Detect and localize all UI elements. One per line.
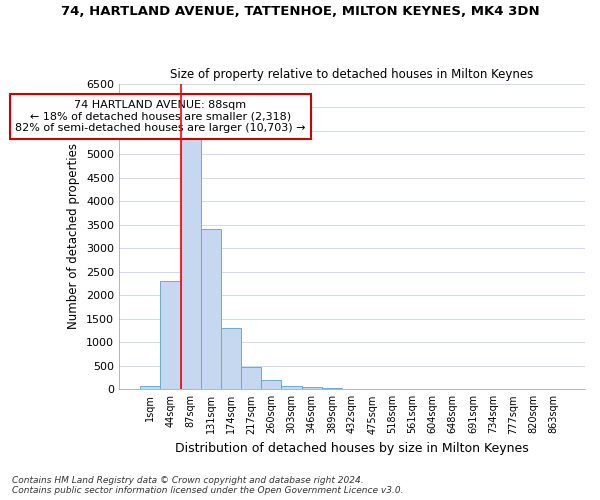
Text: 74, HARTLAND AVENUE, TATTENHOE, MILTON KEYNES, MK4 3DN: 74, HARTLAND AVENUE, TATTENHOE, MILTON K… [61, 5, 539, 18]
X-axis label: Distribution of detached houses by size in Milton Keynes: Distribution of detached houses by size … [175, 442, 529, 455]
Bar [322, 388, 342, 390]
Y-axis label: Number of detached properties: Number of detached properties [67, 144, 80, 330]
Bar [302, 386, 322, 390]
Bar [221, 328, 241, 390]
Bar [281, 386, 302, 390]
Text: 74 HARTLAND AVENUE: 88sqm
← 18% of detached houses are smaller (2,318)
82% of se: 74 HARTLAND AVENUE: 88sqm ← 18% of detac… [15, 100, 305, 133]
Bar [140, 386, 160, 390]
Bar [181, 133, 200, 390]
Text: Contains HM Land Registry data © Crown copyright and database right 2024.
Contai: Contains HM Land Registry data © Crown c… [12, 476, 404, 495]
Bar [160, 281, 181, 390]
Title: Size of property relative to detached houses in Milton Keynes: Size of property relative to detached ho… [170, 68, 533, 81]
Bar [261, 380, 281, 390]
Bar [241, 366, 261, 390]
Bar [200, 230, 221, 390]
